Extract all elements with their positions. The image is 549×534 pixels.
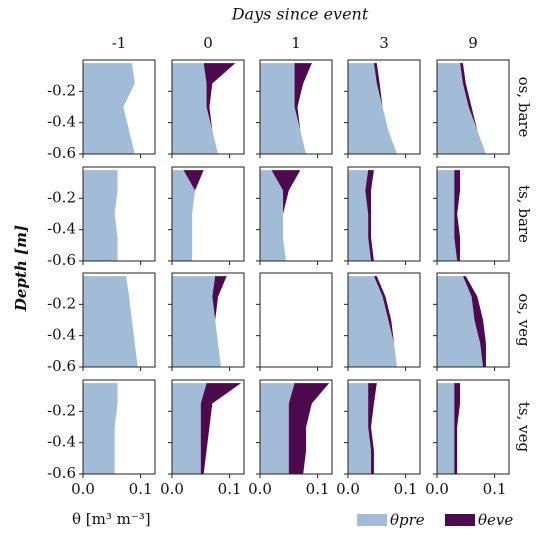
- eve-area: [294, 63, 312, 155]
- y-tick-label: -0.4: [47, 326, 76, 344]
- panel-frame: [436, 59, 510, 155]
- eve-area: [212, 276, 227, 367]
- y-axis-label: Depth [m]: [12, 225, 30, 312]
- x-tick-label: 0.1: [218, 480, 242, 498]
- eve-area: [368, 383, 377, 474]
- y-tick-label: -0.6: [47, 251, 76, 269]
- chart-title: Days since event: [231, 5, 369, 24]
- pre-area: [348, 383, 372, 474]
- pre-area: [172, 276, 221, 367]
- column-label: 1: [291, 34, 301, 52]
- panel-frame: [171, 166, 245, 262]
- eve-area: [203, 63, 236, 155]
- column-label: 9: [468, 34, 478, 52]
- panel-frame: [259, 166, 333, 262]
- row-label: ts, bare: [515, 185, 533, 243]
- eve-area: [454, 170, 461, 261]
- x-axis-label: θ [m³ m⁻³]: [72, 510, 151, 528]
- y-tick-label: -0.6: [47, 144, 76, 162]
- legend-label: θpre: [390, 511, 425, 529]
- y-tick-label: -0.2: [47, 294, 76, 312]
- y-tick-label: -0.2: [47, 401, 76, 419]
- pre-area: [437, 383, 455, 474]
- x-tick-label: 0.1: [129, 480, 153, 498]
- panel-frame: [436, 272, 510, 368]
- x-tick-label: 0.0: [71, 480, 95, 498]
- x-tick-label: 0.0: [336, 480, 360, 498]
- panel-frame: [347, 166, 421, 262]
- panel-frame: [347, 379, 421, 475]
- pre-area: [83, 170, 118, 261]
- eve-area: [454, 383, 461, 474]
- eve-area: [460, 63, 486, 155]
- pre-area: [437, 276, 484, 367]
- y-tick-label: -0.2: [47, 81, 76, 99]
- panel-frame: [82, 379, 156, 475]
- pre-area: [260, 170, 286, 261]
- pre-area: [83, 63, 135, 155]
- x-tick-label: 0.1: [306, 480, 330, 498]
- y-tick-label: -0.6: [47, 357, 76, 375]
- panel-frame: [259, 379, 333, 475]
- pre-area: [260, 383, 295, 474]
- pre-area: [172, 383, 207, 474]
- x-tick-label: 0.0: [160, 480, 184, 498]
- pre-area: [348, 63, 397, 155]
- panel-frame: [171, 272, 245, 368]
- legend-swatch: [357, 514, 387, 526]
- pre-area: [83, 383, 118, 474]
- y-tick-label: -0.4: [47, 220, 76, 238]
- column-label: 0: [203, 34, 213, 52]
- y-tick-label: -0.4: [47, 433, 76, 451]
- panel-frame: [171, 379, 245, 475]
- pre-area: [83, 276, 138, 367]
- x-tick-label: 0.1: [483, 480, 507, 498]
- x-tick-label: 0.0: [425, 480, 449, 498]
- panel-frame: [259, 272, 333, 368]
- panel-frame: [82, 59, 156, 155]
- x-tick-label: 0.0: [248, 480, 272, 498]
- eve-area: [200, 383, 242, 474]
- panel-frame: [347, 272, 421, 368]
- column-label: 3: [379, 34, 389, 52]
- x-tick-label: 0.1: [394, 480, 418, 498]
- y-tick-label: -0.6: [47, 464, 76, 482]
- y-tick-label: -0.2: [47, 188, 76, 206]
- panel-frame: [82, 272, 156, 368]
- pre-area: [348, 170, 372, 261]
- y-tick-label: -0.4: [47, 113, 76, 131]
- eve-area: [271, 170, 301, 261]
- pre-area: [437, 170, 458, 261]
- panel-frame: [171, 59, 245, 155]
- panel-frame: [436, 379, 510, 475]
- legend-swatch: [445, 514, 475, 526]
- eve-area: [288, 383, 330, 474]
- row-label: os, veg: [515, 293, 533, 347]
- panel-frame: [259, 59, 333, 155]
- pre-area: [437, 63, 486, 155]
- row-label: os, bare: [515, 77, 533, 138]
- column-label: -1: [112, 34, 127, 52]
- pre-area: [172, 170, 196, 261]
- row-label: ts, veg: [515, 402, 533, 453]
- eve-area: [365, 170, 374, 261]
- panel-frame: [347, 59, 421, 155]
- pre-area: [348, 276, 397, 367]
- eve-area: [462, 276, 486, 367]
- panel-frame: [436, 166, 510, 262]
- legend-label: θeve: [478, 511, 513, 529]
- panel-frame: [82, 166, 156, 262]
- eve-area: [373, 63, 397, 155]
